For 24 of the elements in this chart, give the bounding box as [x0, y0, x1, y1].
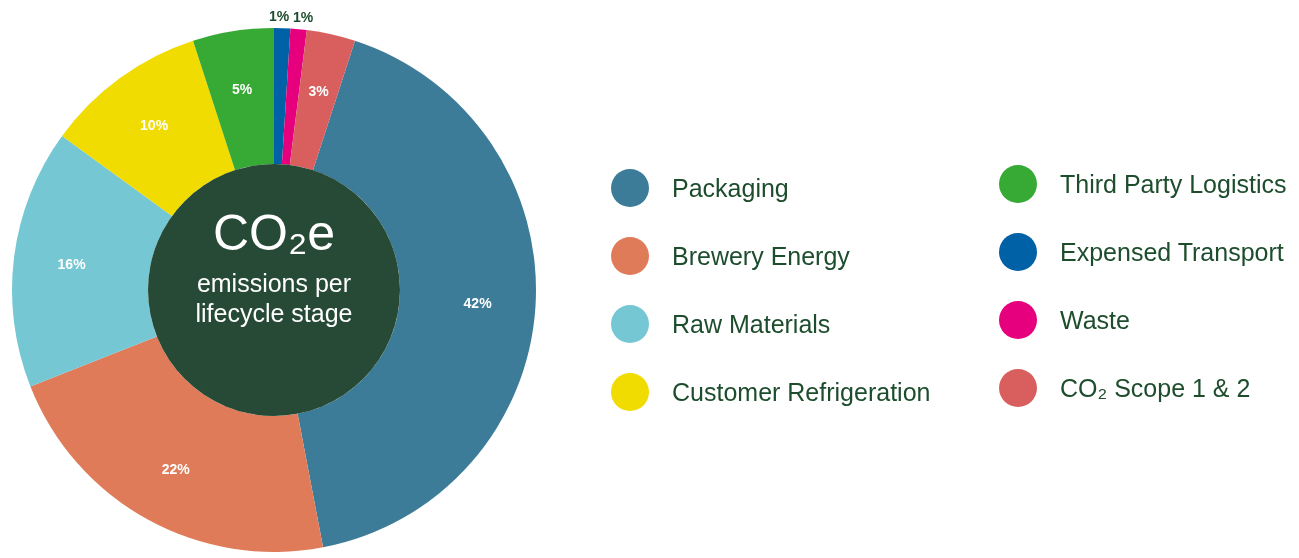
legend-label: Customer Refrigeration — [672, 378, 931, 406]
donut-slice — [289, 30, 355, 171]
legend-label: CO₂ Scope 1 & 2 — [1060, 374, 1251, 402]
data-label: 22% — [161, 460, 191, 477]
text: CO₂e — [212, 205, 336, 261]
legend-label: Third Party Logistics — [1060, 170, 1287, 198]
legend-label: Waste — [1060, 306, 1130, 334]
donut-slice — [274, 28, 291, 165]
data-label: 42% — [463, 294, 493, 311]
data-label: 10% — [140, 116, 169, 133]
data-label: 1% — [269, 8, 290, 25]
donut-slice — [30, 336, 324, 552]
legend-label: Packaging — [672, 174, 789, 202]
legend-label: Brewery Energy — [672, 242, 851, 270]
legend-label: Raw Materials — [672, 310, 831, 338]
legend-label: Expensed Transport — [1060, 238, 1284, 266]
data-label: 16% — [57, 256, 87, 273]
donut-slice — [193, 28, 274, 171]
text: emissions per lifecycle stage — [195, 269, 353, 327]
donut-slice — [12, 136, 173, 387]
data-label: 5% — [231, 80, 253, 97]
data-label: 3% — [308, 82, 330, 99]
data-label: 1% — [293, 9, 314, 26]
donut-slice — [281, 28, 307, 165]
